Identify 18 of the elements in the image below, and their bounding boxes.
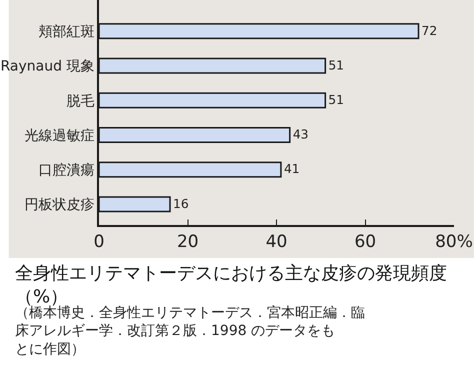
x-tick-label: 20 — [176, 232, 199, 252]
y-tick-label: 口腔潰瘍 — [38, 162, 94, 179]
x-tick-label: 60 — [354, 232, 376, 252]
y-tick-label: 円板状皮疹 — [24, 197, 94, 214]
x-tick-label: 40 — [266, 232, 288, 252]
y-tick-label: 脱毛 — [66, 93, 94, 110]
x-tick-label: 0 — [94, 232, 104, 252]
y-tick-label: Raynaud 現象 — [0, 58, 94, 75]
data-label: 51 — [328, 93, 344, 108]
data-label: 16 — [173, 196, 189, 211]
y-tick-label: 頬部紅斑 — [38, 24, 94, 40]
text: （橋本博史．全身性エリテマトーデス．宮本昭正編．臨床アレルギー学．改訂第２版．1998 のデータをもとに作図） — [15, 305, 365, 358]
data-label: 51 — [328, 58, 344, 72]
x-tick-label: 80% — [435, 232, 473, 252]
data-label: 41 — [284, 162, 300, 176]
y-tick-label: 光線過敏症 — [24, 128, 94, 144]
data-label: 72 — [422, 24, 438, 38]
data-label: 43 — [292, 128, 309, 142]
